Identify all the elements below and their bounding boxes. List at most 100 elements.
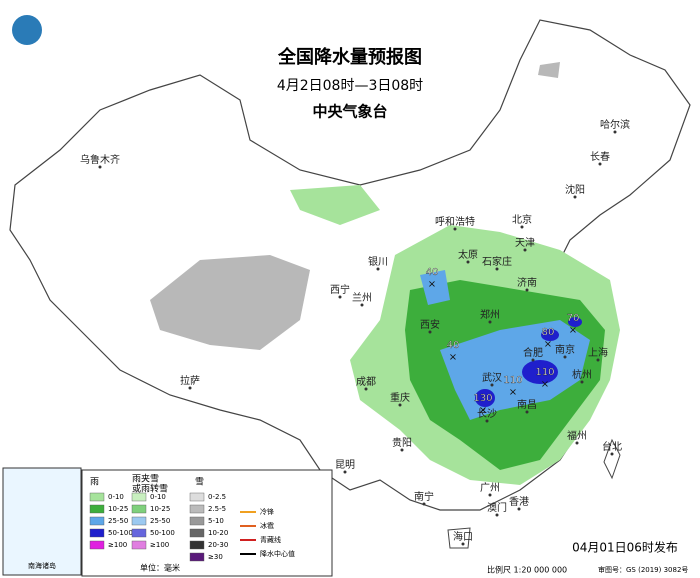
legend-item: 10-25	[150, 505, 170, 513]
city-dot	[488, 320, 492, 324]
legend-item: 50-100	[108, 529, 133, 537]
max-value: 110	[535, 367, 554, 378]
city-label: 沈阳	[565, 183, 585, 196]
max-value: 40	[447, 340, 460, 351]
city-label: 拉萨	[180, 374, 200, 387]
city-dot	[422, 502, 426, 506]
city-label: 呼和浩特	[435, 216, 475, 228]
city-dot	[613, 130, 617, 134]
city-dot	[573, 195, 577, 199]
legend-unit: 单位：毫米	[140, 563, 180, 573]
city-dot	[485, 419, 489, 423]
city-label: 重庆	[390, 391, 410, 404]
legend-item: 2.5-5	[208, 505, 226, 513]
city-label: 乌鲁木齐	[80, 153, 120, 166]
city-dot	[188, 386, 192, 390]
city-label: 台北	[602, 440, 622, 453]
rain-storm	[475, 389, 495, 407]
legend-title: 雪	[195, 477, 204, 488]
title: 全国降水量预报图	[277, 46, 422, 68]
city-label: 合肥	[523, 346, 543, 359]
rain-storm	[522, 360, 558, 384]
max-marker: ×	[541, 379, 549, 390]
city-label: 太原	[458, 248, 478, 261]
max-value: 40	[426, 267, 439, 278]
city-dot	[461, 542, 465, 546]
issued: 04月01日06时发布	[572, 540, 678, 555]
legend-item: 20-30	[208, 541, 228, 549]
max-value: 110	[503, 375, 522, 386]
rain-light	[290, 185, 380, 225]
city-label: 天津	[515, 237, 535, 249]
logo	[12, 15, 42, 45]
legend-item: 10-20	[208, 529, 228, 537]
legend-swatch	[89, 540, 105, 550]
city-label: 南昌	[517, 398, 537, 411]
city-dot	[598, 162, 602, 166]
city-dot	[488, 493, 492, 497]
city-label: 兰州	[352, 291, 372, 304]
taiwan	[603, 438, 621, 480]
city-dot	[364, 387, 368, 391]
city-label: 西宁	[330, 283, 350, 296]
legend-swatch	[89, 516, 105, 526]
city-label: 长沙	[477, 408, 497, 420]
snow-area	[150, 255, 310, 350]
city-label: 澳门	[487, 501, 507, 514]
max-marker: ×	[569, 325, 577, 336]
max-marker: ×	[479, 405, 487, 416]
city-label: 昆明	[335, 459, 355, 471]
city-label: 香港	[509, 496, 529, 508]
legend-symbol-label: 冷锋	[260, 507, 274, 516]
legend-item: 5-10	[208, 517, 224, 525]
city-dot	[453, 227, 457, 231]
city-dot	[610, 452, 614, 456]
city-label: 武汉	[482, 371, 502, 384]
city-dot	[523, 248, 527, 252]
city-label: 北京	[512, 213, 532, 226]
city-label: 杭州	[572, 368, 592, 381]
scale: 比例尺 1:20 000 000	[487, 565, 567, 575]
inset-map	[2, 467, 82, 576]
legend-swatch	[131, 528, 147, 538]
city-dot	[343, 470, 347, 474]
city-dot	[495, 267, 499, 271]
legend-swatch	[131, 540, 147, 550]
city-label: 上海	[588, 346, 608, 359]
city-dot	[520, 225, 524, 229]
city-dot	[525, 410, 529, 414]
city-label: 海口	[453, 530, 473, 543]
legend-swatch	[189, 492, 205, 502]
legend-swatch	[131, 492, 147, 502]
max-value: 130	[473, 393, 492, 404]
max-value: 70	[567, 313, 580, 324]
city-dot	[490, 383, 494, 387]
city-label: 福州	[567, 429, 587, 442]
city-label: 长春	[590, 151, 610, 163]
city-label: 石家庄	[482, 255, 512, 268]
legend-box	[81, 469, 333, 577]
legend-swatch	[189, 552, 205, 562]
legend-symbol-label: 降水中心值	[260, 549, 295, 558]
city-dot	[495, 513, 499, 517]
legend-swatch	[131, 516, 147, 526]
city-label: 哈尔滨	[600, 118, 630, 131]
city-dot	[563, 355, 567, 359]
legend-item: ≥100	[150, 541, 169, 549]
legend-item: 0-2.5	[208, 493, 226, 501]
city-label: 广州	[480, 482, 500, 494]
city-dot	[400, 448, 404, 452]
city-dot	[428, 330, 432, 334]
max-marker: ×	[544, 339, 552, 350]
city-dot	[376, 267, 380, 271]
legend-item: ≥30	[208, 553, 223, 561]
period: 4月2日08时—3日08时	[277, 78, 423, 94]
max-marker: ×	[428, 279, 436, 290]
city-label: 郑州	[480, 308, 500, 321]
legend-symbol-label: 青藏线	[260, 535, 281, 544]
legend-swatch	[89, 504, 105, 514]
city-dot	[98, 165, 102, 169]
approval: 审图号：GS (2019) 3082号	[598, 565, 688, 574]
legend-swatch	[189, 516, 205, 526]
